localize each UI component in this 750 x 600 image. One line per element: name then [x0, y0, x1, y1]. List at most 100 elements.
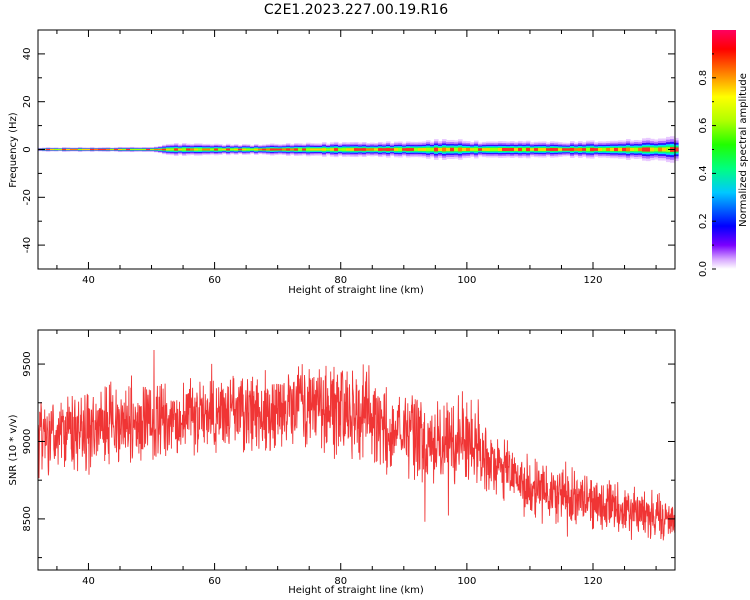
spectrogram-cell: [342, 148, 347, 151]
spectrogram-cell: [158, 148, 163, 151]
snr-axes: 40 60 80 100 120 8500 9000 9500: [22, 330, 675, 587]
spectrogram-cell: [58, 148, 63, 151]
spectrogram-cell: [266, 148, 271, 151]
spectrogram-cell: [330, 148, 335, 151]
colorbar: 0.0 0.2 0.4 0.6 0.8 Normalized spectral ampl…: [698, 30, 749, 277]
spectrogram-ylabel: Frequency (Hz): [8, 112, 19, 188]
spectrogram-cell: [582, 148, 587, 151]
spectrogram-cell: [642, 147, 647, 152]
spectrogram-cell: [310, 148, 315, 151]
spectrogram-cell: [198, 148, 203, 151]
spectrogram-cell: [142, 148, 147, 151]
spectrogram-cell: [598, 148, 603, 151]
spectrogram-cell: [146, 148, 151, 151]
colorbar-tick-label: 0.4: [698, 165, 709, 181]
spectrogram-xlabel: Height of straight line (km): [288, 285, 424, 296]
spectrogram-cell: [418, 148, 423, 151]
spectrogram-cell: [486, 148, 491, 151]
spectrogram-cell: [558, 148, 563, 151]
spectrogram-cell: [638, 147, 643, 152]
spectrogram-cell: [190, 148, 195, 151]
spectrogram-cell: [362, 148, 367, 151]
spectrogram-cell: [414, 148, 419, 151]
spectrogram-axes: 40 60 80 100 120 40 20 0 -20 -40: [22, 29, 675, 286]
spectrogram-cell: [374, 148, 379, 151]
spectrogram-cell: [194, 148, 199, 151]
spectrogram-cell: [390, 148, 395, 151]
snr-xlabel: Height of straight line (km): [288, 585, 424, 596]
spectrogram-cell: [306, 148, 311, 151]
spectrogram-cell: [450, 147, 455, 152]
spectrogram-cell: [406, 148, 411, 151]
spectrogram-cell: [46, 148, 51, 151]
spectrogram-cell: [326, 148, 331, 151]
spectrogram-cell: [566, 148, 571, 151]
spectrogram-cell: [398, 148, 403, 151]
colorbar-gradient: [712, 30, 736, 269]
spectrogram-ytick-label: -20: [22, 189, 33, 205]
spectrogram-cell: [254, 148, 259, 151]
spectrogram-cell: [358, 148, 363, 151]
spectrogram-cell: [230, 148, 235, 151]
spectrogram-cell: [546, 148, 551, 151]
spectrogram-cell: [286, 148, 291, 151]
spectrogram-cell: [550, 148, 555, 151]
spectrogram-cell: [534, 148, 539, 151]
spectrogram-cell: [162, 148, 167, 151]
snr-line: [37, 349, 676, 541]
spectrogram-cell: [186, 148, 191, 151]
spectrogram-cell: [554, 148, 559, 151]
spectrogram-cell: [314, 148, 319, 151]
spectrogram-cell: [98, 148, 103, 151]
snr-ytick-label: 9000: [22, 429, 33, 454]
spectrogram-cell: [262, 148, 267, 151]
spectrogram-cell: [542, 148, 547, 151]
spectrogram-cell: [650, 147, 655, 152]
spectrogram-cell: [174, 148, 179, 151]
spectrogram-cell: [382, 148, 387, 151]
spectrogram-cell: [346, 148, 351, 151]
spectrogram-cell: [246, 148, 251, 151]
spectrogram-cell: [366, 148, 371, 151]
spectrogram-cell: [82, 148, 87, 151]
spectrogram-cell: [86, 148, 91, 151]
spectrogram-cell: [590, 147, 595, 152]
spectrogram-cell: [54, 148, 59, 151]
spectrogram-cell: [102, 148, 107, 151]
spectrogram-cell: [78, 148, 83, 151]
spectrogram-cell: [206, 148, 211, 151]
spectrogram-cell: [202, 148, 207, 151]
spectrogram-cell: [250, 148, 255, 151]
spectrogram-cell: [606, 148, 611, 151]
spectrogram-cell: [138, 148, 143, 151]
spectrogram-cell: [126, 148, 131, 151]
snr-ylabel: SNR (10 * v/v): [8, 414, 19, 485]
snr-xtick-label: 100: [457, 576, 476, 587]
spectrogram-cell: [106, 148, 111, 151]
snr-series: [37, 349, 676, 541]
spectrogram-cell: [446, 147, 451, 152]
snr-ytick-label: 9500: [22, 351, 33, 376]
spectrogram-cell: [586, 147, 591, 152]
spectrogram-cell: [646, 147, 651, 152]
spectrogram-cell: [394, 148, 399, 151]
spectrogram-cell: [370, 148, 375, 151]
colorbar-axes: 0.0 0.2 0.4 0.6 0.8: [698, 53, 716, 277]
snr-ytick-label: 8500: [22, 506, 33, 531]
spectrogram-cell: [334, 148, 339, 151]
spectrogram-cell: [502, 148, 507, 151]
spectrogram-cell: [130, 148, 135, 151]
spectrogram-cell: [562, 148, 567, 151]
spectrogram-cell: [434, 147, 439, 152]
spectrogram-cell: [482, 148, 487, 151]
spectrogram-cell: [110, 148, 115, 151]
spectrogram-cell: [530, 148, 535, 151]
spectrogram-cell: [242, 148, 247, 151]
colorbar-tick-label: 0.8: [698, 70, 709, 86]
spectrogram-cell: [94, 148, 99, 151]
spectrogram-cell: [522, 148, 527, 151]
spectrogram-cell: [510, 147, 515, 152]
spectrogram-cell: [574, 148, 579, 151]
spectrogram-cell: [354, 148, 359, 151]
spectrogram-cell: [322, 148, 327, 151]
